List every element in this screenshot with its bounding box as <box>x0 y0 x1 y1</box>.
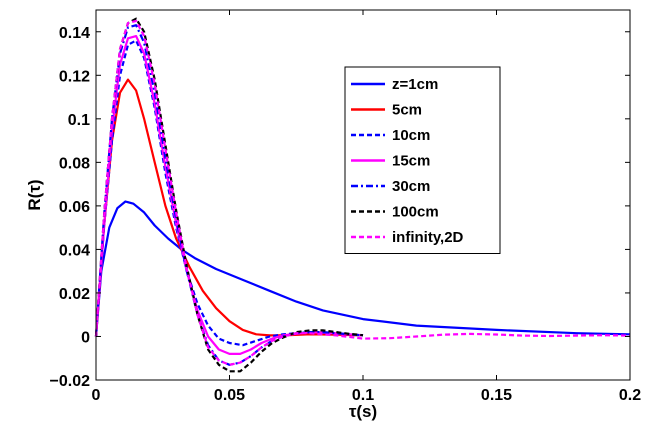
x-tick-label: 0.1 <box>352 387 374 404</box>
y-tick-label: 0 <box>81 329 90 346</box>
x-tick-label: 0.15 <box>481 387 512 404</box>
y-tick-label: 0.08 <box>59 155 90 172</box>
tick-labels: 0 0.05 0.1 0.15 0.2−0.0200.020.040.060.080.1… <box>50 25 642 404</box>
x-axis-label: τ(s) <box>349 402 377 421</box>
legend-label: z=1cm <box>392 76 438 93</box>
series-line <box>94 200 631 337</box>
y-tick-label: 0.02 <box>59 286 90 303</box>
legend-label: 100cm <box>392 204 439 221</box>
series-line <box>94 17 364 373</box>
series-line <box>94 78 364 337</box>
legend-label: 15cm <box>392 153 430 170</box>
y-tick-label: −0.02 <box>50 373 91 390</box>
legend-label: 5cm <box>392 102 422 119</box>
y-axis-label: R(τ) <box>25 179 44 210</box>
legend-label: infinity,2D <box>392 229 464 246</box>
legend-label: 10cm <box>392 127 430 144</box>
y-tick-label: 0.06 <box>59 199 90 216</box>
y-tick-label: 0.14 <box>59 25 90 42</box>
y-tick-label: 0.04 <box>59 242 90 259</box>
x-tick-label: 0.05 <box>214 387 245 404</box>
x-tick-label: 0.2 <box>619 387 641 404</box>
y-tick-label: 0.1 <box>68 112 90 129</box>
plot-lines <box>94 17 631 373</box>
series-line <box>94 19 631 366</box>
y-tick-label: 0.12 <box>59 68 90 85</box>
x-tick-label: 0 <box>92 387 101 404</box>
axis-ticks <box>95 10 631 381</box>
legend: z=1cm 5cm 10cm 15cm 30cm 100cm infinity,2D <box>344 66 501 254</box>
legend-label: 30cm <box>392 178 430 195</box>
